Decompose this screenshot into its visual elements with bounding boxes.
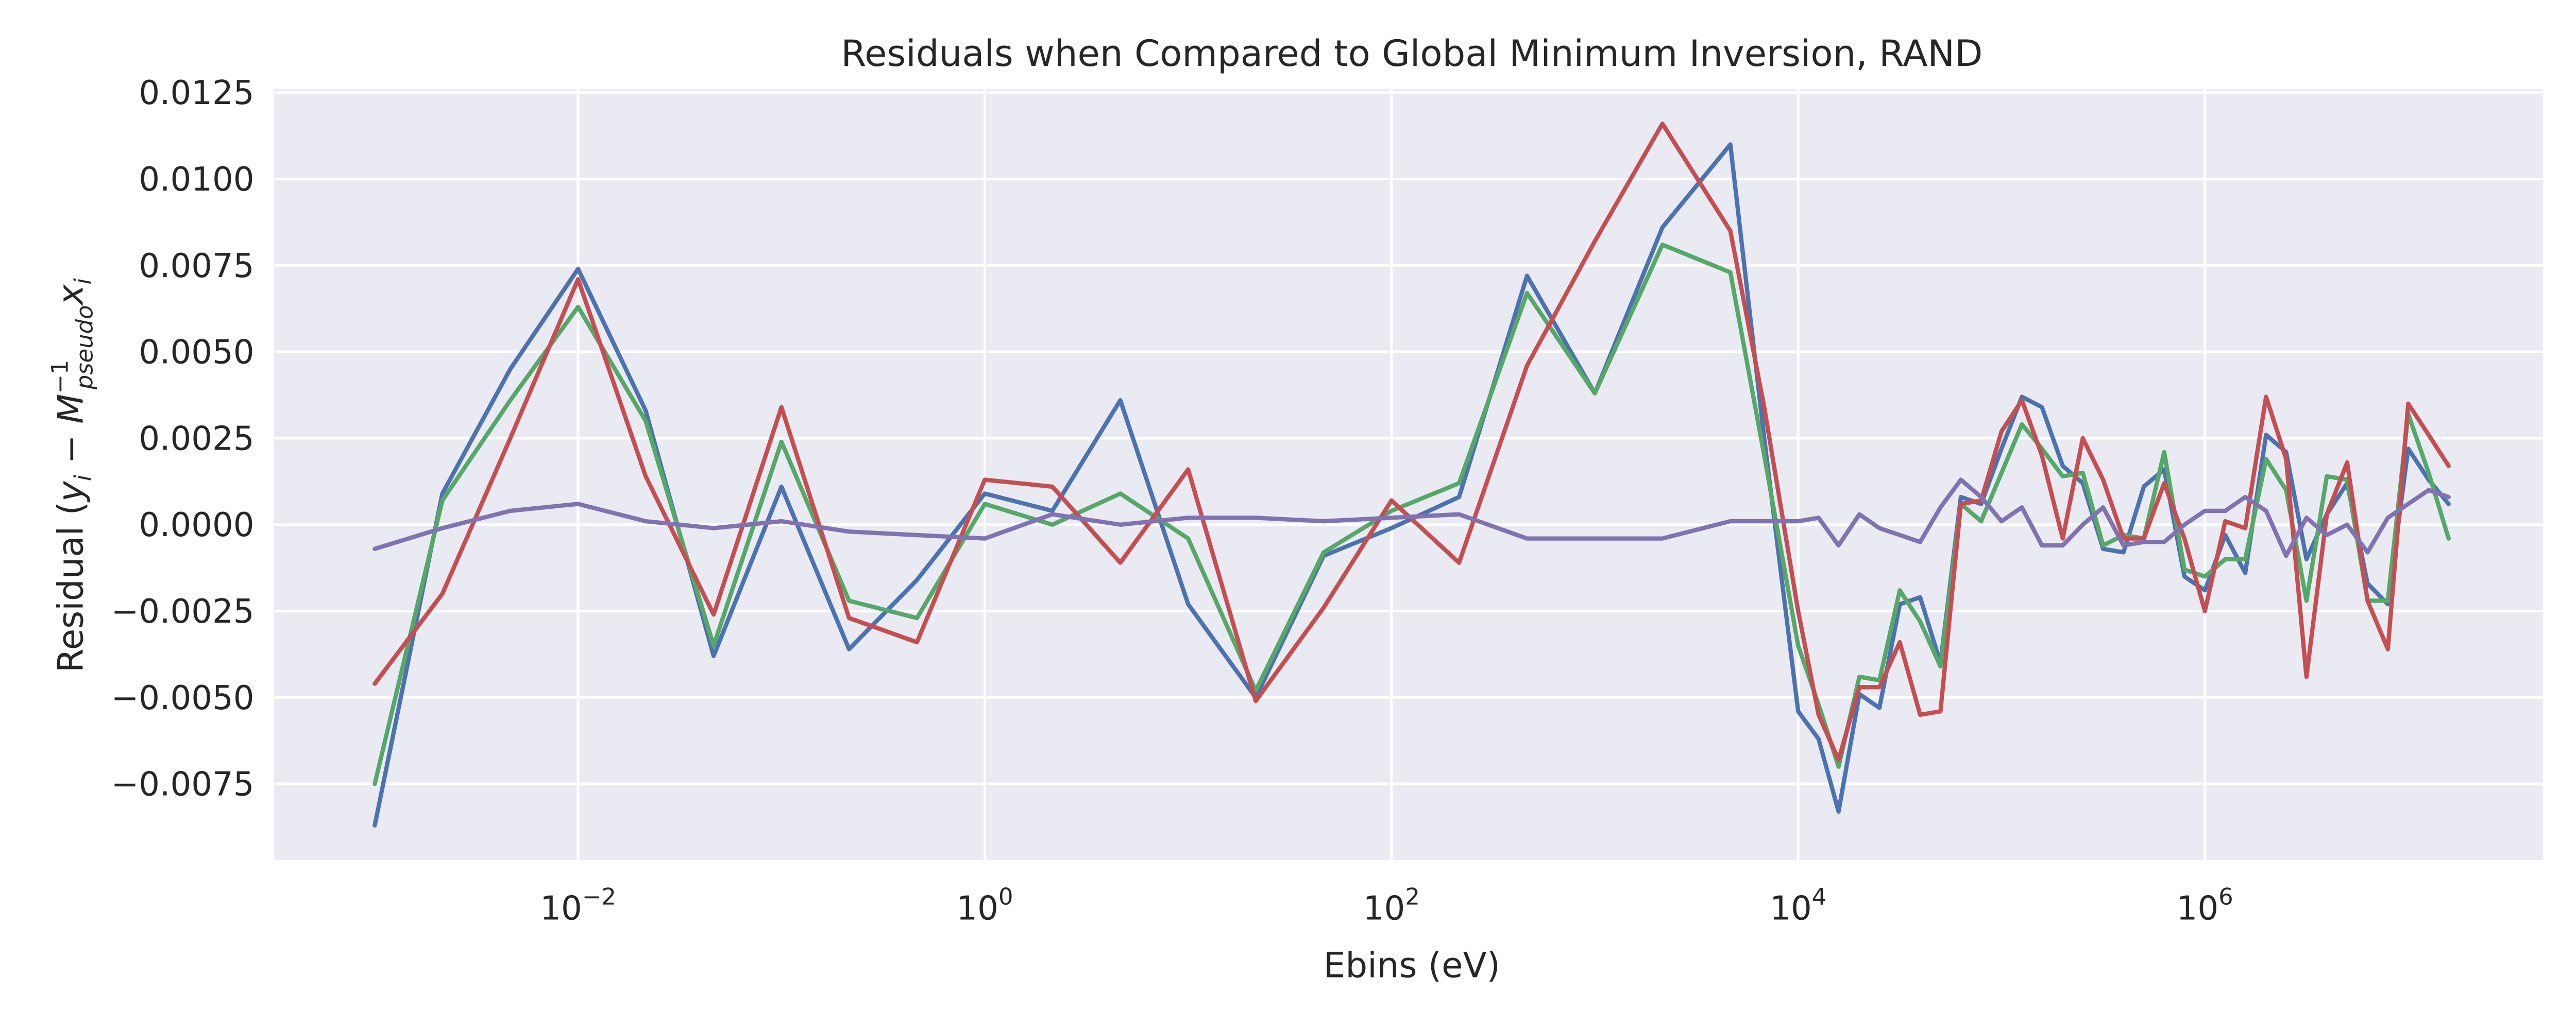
y-label-part: pseudo [71,305,98,390]
y-tick-label: 0.0050 [139,334,254,372]
tick-exponent: 4 [1812,883,1827,910]
y-label-part: M [50,394,91,424]
x-tick-label: 104 [1770,883,1826,928]
y-axis-label: Residual (yi − M−1pseudoxi [46,278,98,673]
y-tick-label: 0.0000 [139,506,254,544]
lines [372,122,2451,828]
y-tick-label: 0.0025 [139,420,254,458]
series-line [372,477,2451,558]
x-tick-label: 100 [956,883,1013,928]
y-label-part: y [50,480,91,503]
y-label-part: Residual ( [50,502,91,673]
y-label-part: i [69,474,96,481]
y-label-part: x [50,284,91,306]
x-tick-label: 106 [2177,883,2233,928]
y-tick-label: −0.0075 [111,766,255,804]
tick-base: 10 [956,889,998,928]
x-tick-label: 10−2 [540,883,616,928]
plot-area [274,89,2543,860]
y-label-part: − [50,424,91,475]
y-tick-label: 0.0075 [139,247,254,285]
tick-exponent: 2 [1405,883,1420,910]
series-line [372,242,2451,786]
grid [274,89,2543,860]
y-tick-label: 0.0100 [139,161,254,199]
tick-exponent: −2 [582,883,616,910]
tick-base: 10 [2177,889,2219,928]
tick-base: 10 [1770,889,1812,928]
series-line [372,122,2451,762]
y-label-part: i [69,278,96,285]
tick-exponent: 6 [2218,883,2233,910]
y-tick-label: −0.0025 [111,593,255,631]
x-tick-label: 102 [1363,883,1420,928]
y-tick-label: 0.0125 [139,74,254,112]
y-label-part: −1 [46,360,73,394]
ticks: −0.0075 −0.0050 −0.0025 0.0000 0.0025 0.0050 0… [111,74,2233,928]
series-line [372,142,2451,828]
tick-base: 10 [1363,889,1405,928]
x-axis-label: Ebins (eV) [1324,945,1500,985]
chart-title: Residuals when Compared to Global Minimu… [841,32,1982,75]
y-tick-label: −0.0050 [111,679,255,717]
tick-exponent: 0 [998,883,1013,910]
tick-base: 10 [540,889,582,928]
